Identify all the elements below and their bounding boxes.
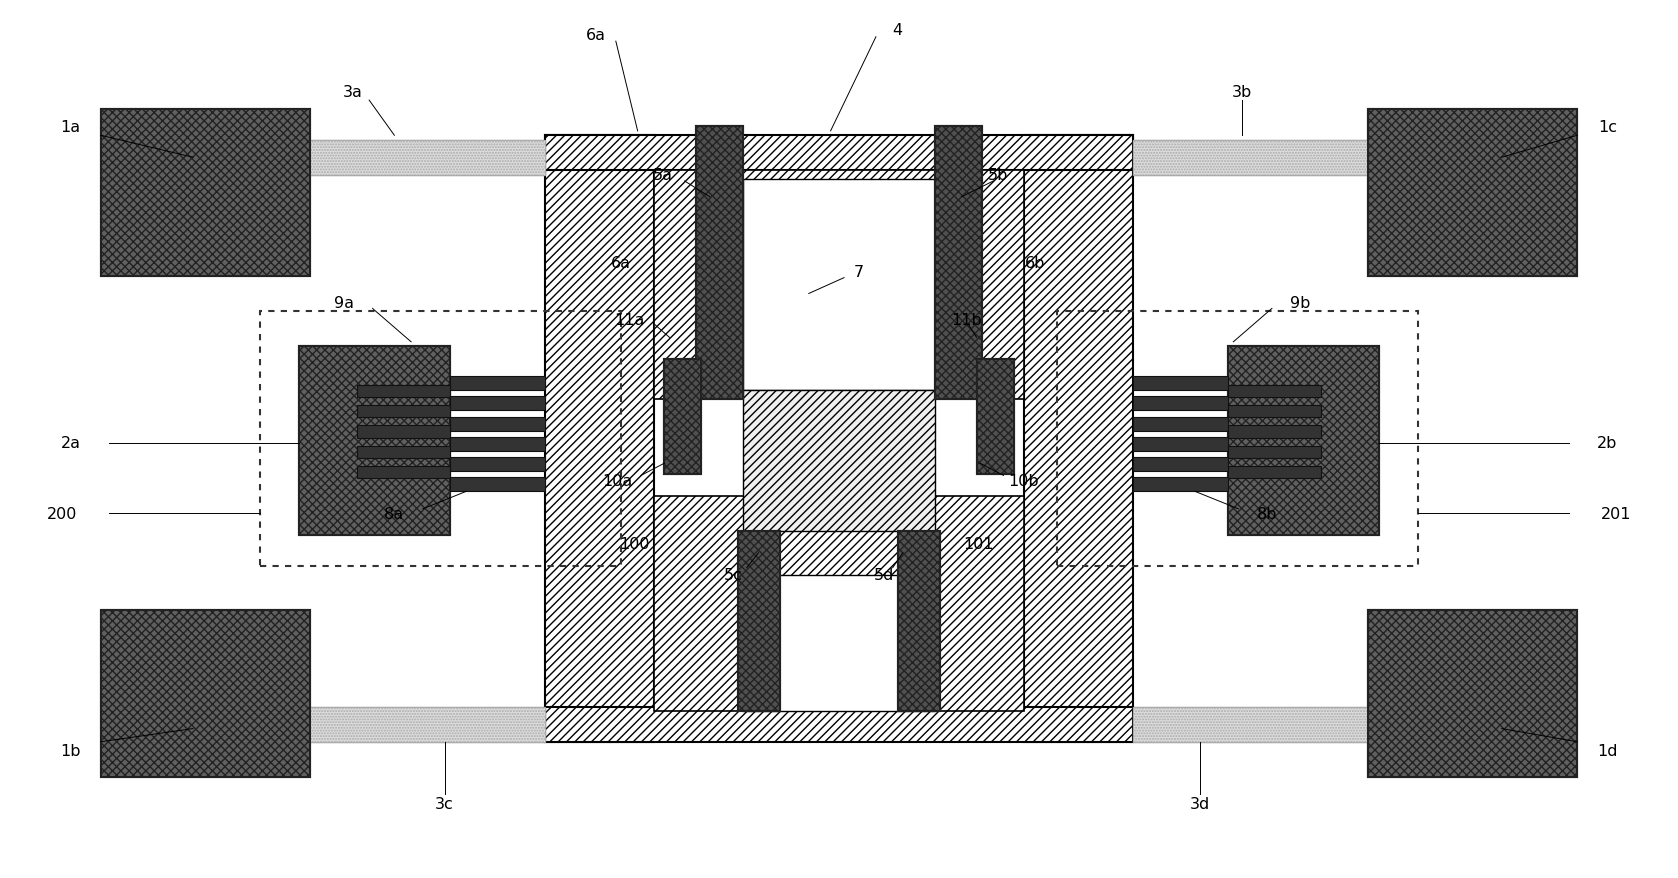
Bar: [299, 347, 450, 536]
Text: 3b: 3b: [1232, 84, 1252, 100]
Bar: [696, 127, 743, 399]
Text: 5a: 5a: [653, 168, 673, 184]
Text: 1c: 1c: [1597, 119, 1618, 135]
Bar: [738, 531, 780, 711]
Bar: [1057, 312, 1418, 566]
Text: 1b: 1b: [60, 743, 81, 759]
Bar: [664, 360, 701, 474]
Bar: [1133, 457, 1228, 471]
Bar: [1228, 426, 1321, 438]
Bar: [1133, 437, 1228, 451]
Text: 3d: 3d: [1190, 795, 1210, 811]
Bar: [357, 385, 450, 398]
Bar: [1228, 347, 1379, 536]
Bar: [743, 575, 935, 711]
Bar: [260, 312, 621, 566]
Bar: [738, 531, 780, 711]
Text: 4: 4: [893, 23, 903, 39]
Bar: [545, 136, 654, 742]
Bar: [1368, 110, 1577, 277]
Bar: [1133, 478, 1228, 492]
Text: 201: 201: [1601, 506, 1631, 522]
Text: 5b: 5b: [988, 168, 1008, 184]
Text: 200: 200: [47, 506, 77, 522]
Bar: [935, 127, 982, 399]
Text: 3a: 3a: [342, 84, 362, 100]
Bar: [1133, 140, 1368, 176]
Bar: [450, 437, 545, 451]
Bar: [310, 140, 545, 176]
Text: 10a: 10a: [602, 473, 633, 489]
Text: 101: 101: [963, 536, 993, 552]
Bar: [1368, 610, 1577, 777]
Bar: [310, 707, 545, 742]
Bar: [450, 397, 545, 411]
Bar: [1133, 140, 1368, 176]
Bar: [1133, 397, 1228, 411]
Bar: [357, 426, 450, 438]
Bar: [1228, 347, 1379, 536]
Text: 7: 7: [854, 264, 864, 280]
Text: 5d: 5d: [874, 567, 894, 583]
Bar: [1133, 417, 1228, 431]
Bar: [450, 478, 545, 492]
Text: 1a: 1a: [60, 119, 81, 135]
Bar: [977, 360, 1014, 474]
Bar: [935, 127, 982, 399]
Text: 11b: 11b: [951, 313, 982, 328]
Text: 6a: 6a: [586, 27, 606, 43]
Bar: [1133, 377, 1228, 391]
Text: 10b: 10b: [1008, 473, 1039, 489]
Bar: [1228, 385, 1321, 398]
Text: 100: 100: [619, 536, 649, 552]
Bar: [743, 180, 935, 391]
Bar: [357, 466, 450, 479]
Text: 6b: 6b: [1025, 255, 1045, 271]
Bar: [1024, 136, 1133, 742]
Bar: [101, 110, 310, 277]
Bar: [450, 457, 545, 471]
Bar: [654, 171, 1024, 707]
Bar: [101, 610, 310, 777]
Bar: [1368, 110, 1577, 277]
Text: 1d: 1d: [1597, 743, 1618, 759]
Text: 9b: 9b: [1290, 295, 1311, 311]
Bar: [664, 360, 701, 474]
Text: 6a: 6a: [611, 255, 631, 271]
Bar: [101, 110, 310, 277]
Bar: [101, 610, 310, 777]
Bar: [1228, 446, 1321, 458]
Text: 2b: 2b: [1597, 435, 1618, 451]
Text: 11a: 11a: [614, 313, 644, 328]
Bar: [545, 136, 1133, 171]
Text: 8a: 8a: [384, 506, 404, 522]
Bar: [310, 140, 545, 176]
Bar: [696, 127, 743, 399]
Bar: [898, 531, 940, 711]
Bar: [1228, 466, 1321, 479]
Text: 2a: 2a: [60, 435, 81, 451]
Text: 8b: 8b: [1257, 506, 1277, 522]
Bar: [654, 171, 1024, 399]
Bar: [299, 347, 450, 536]
Bar: [898, 531, 940, 711]
Text: 9a: 9a: [334, 295, 354, 311]
Bar: [357, 406, 450, 418]
Bar: [310, 707, 545, 742]
Bar: [1133, 707, 1368, 742]
Bar: [1228, 406, 1321, 418]
Bar: [743, 391, 935, 531]
Bar: [450, 377, 545, 391]
Bar: [1133, 707, 1368, 742]
Bar: [654, 496, 1024, 711]
Bar: [357, 446, 450, 458]
Bar: [545, 707, 1133, 742]
Text: 3c: 3c: [435, 795, 455, 811]
Bar: [450, 417, 545, 431]
Bar: [1368, 610, 1577, 777]
Bar: [977, 360, 1014, 474]
Text: 5c: 5c: [723, 567, 743, 583]
